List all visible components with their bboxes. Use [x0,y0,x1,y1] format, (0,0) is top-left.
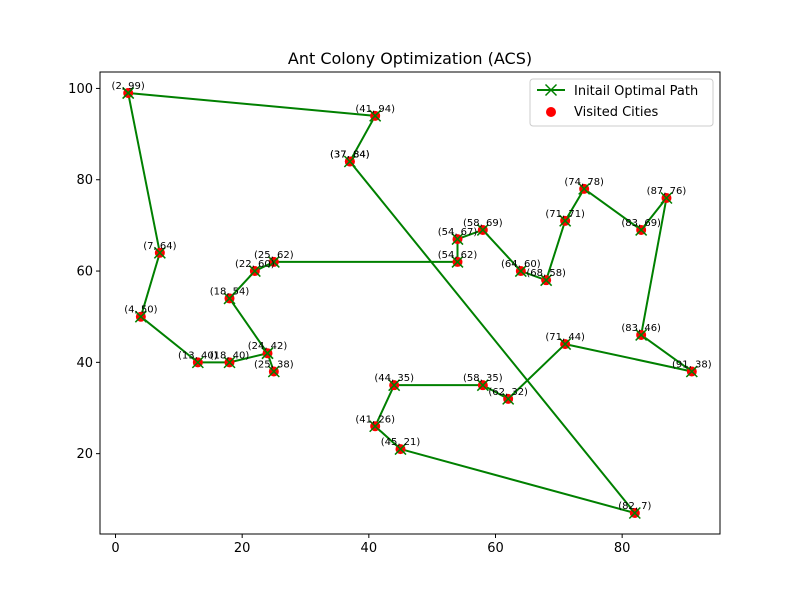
path-x-marker [476,379,489,392]
path-x-marker [248,265,261,278]
city-label: (83, 69) [621,218,661,229]
legend-x-marker-icon [544,83,558,97]
x-tick-label: 60 [487,541,504,556]
city-label: (87, 76) [647,186,687,197]
chart-title: Ant Colony Optimization (ACS) [288,49,532,68]
legend-label-path: Initail Optimal Path [574,84,698,99]
city-label: (71, 71) [545,209,585,220]
legend-label-cities: Visited Cities [574,105,658,120]
path-x-marker [660,191,673,205]
city-label: (37, 84) [330,149,370,160]
path-x-marker [369,420,382,433]
city-label: (71, 44) [545,332,585,343]
city-label: (22, 60) [235,259,275,270]
city-label: (7, 64) [143,241,176,252]
x-tick-label: 20 [234,541,251,556]
path-x-marker [451,255,464,268]
city-label: (45, 21) [381,437,421,448]
path-x-marker [134,310,147,323]
legend-box [529,78,714,127]
city-label: (44, 35) [374,373,414,384]
path-x-marker [502,392,515,405]
city-label: (64, 60) [501,259,541,270]
path-x-marker [153,246,166,259]
x-tick-label: 0 [111,541,119,556]
y-tick-label: 100 [68,82,93,97]
city-label: (13, 40) [178,350,218,361]
path-x-marker [261,347,274,360]
path-x-marker [635,223,648,236]
path-x-marker [559,338,572,351]
city-label: (54, 62) [438,250,478,261]
path-x-marker [628,506,641,520]
x-tick-label: 40 [361,541,378,556]
city-label: (68, 58) [526,268,566,279]
x-tick-label: 80 [614,541,631,556]
path-x-marker [223,292,236,305]
path-x-marker [394,443,407,456]
city-label: (18, 54) [210,286,250,297]
axes-frame [99,71,721,535]
path-x-marker [476,223,489,236]
plot-area: 0 20 40 60 80 20 40 60 80 100 (2, 99) (41, 94) (37, … [68,81,712,556]
city-label: (25, 62) [254,250,294,261]
city-label: (83, 46) [621,323,661,334]
city-label: (4, 50) [124,305,157,316]
city-label: (54, 67) [438,227,478,238]
path-x-marker [191,356,204,369]
city-label: (24, 42) [248,341,288,352]
path-x-marker [343,155,356,168]
path-x-marker [514,265,527,278]
city-label: (41, 94) [355,104,395,115]
city-label: (25, 38) [254,359,294,370]
path-x-marker [540,274,553,287]
path-x-marker [451,233,464,246]
path-x-marker [369,109,382,122]
city-label: (18, 40) [210,350,250,361]
city-label: (58, 35) [463,373,503,384]
city-label: (58, 69) [463,218,503,229]
city-label: (74, 78) [564,177,604,188]
city-label: (41, 26) [355,414,395,425]
path-x-marker [388,379,401,392]
legend-dot-marker-icon [546,107,556,117]
city-label: (2, 99) [112,81,145,92]
path-x-marker [578,182,591,195]
city-label: (37, 84) [330,149,370,160]
y-tick-label: 60 [76,265,93,280]
y-tick-label: 80 [76,173,93,188]
path-x-marker [267,365,280,378]
y-tick-label: 20 [76,447,93,462]
legend: Initail Optimal Path Visited Cities [529,78,714,127]
y-tick-label: 40 [76,356,93,371]
path-x-marker [122,86,135,100]
path-x-marker [267,255,280,268]
path-x-marker [223,356,236,369]
path-x-marker [559,214,572,227]
city-label: (82, 7) [618,501,651,512]
path-x-marker [635,328,648,341]
city-label: (91, 38) [672,359,712,370]
city-label: (62, 32) [488,387,528,398]
path-x-marker [685,365,698,378]
